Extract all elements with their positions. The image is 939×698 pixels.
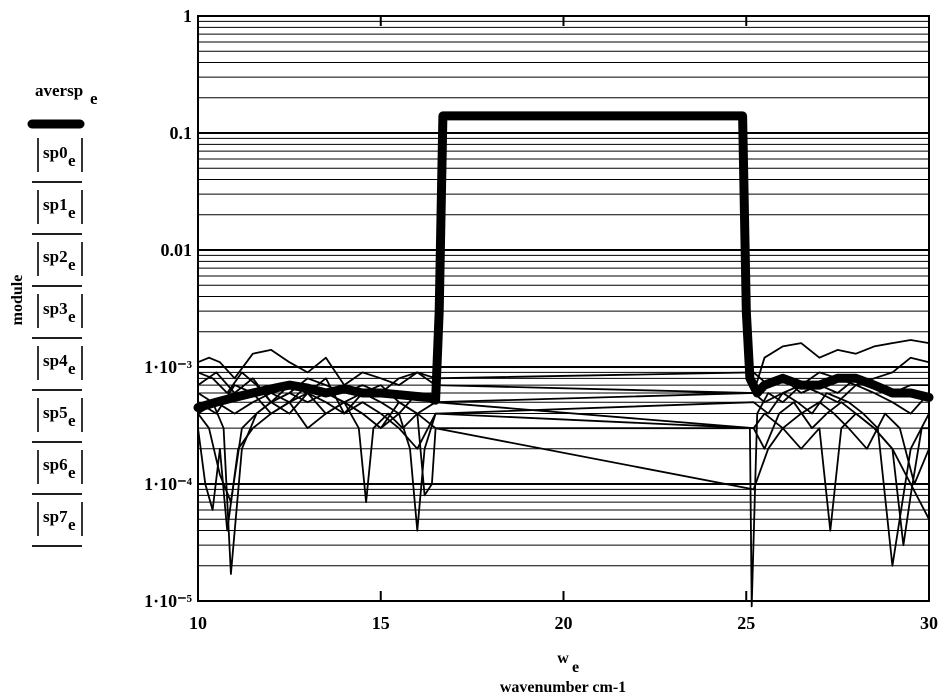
series-line-sp5 [197, 384, 930, 567]
legend-label-sp3: sp3 [43, 299, 68, 318]
legend-label-sp5: sp5 [43, 403, 68, 422]
y-tick-label: 0.1 [170, 123, 193, 143]
legend-label-aversp: aversp [35, 81, 83, 100]
labels: 10 15 20 25 3010.10.011·10⁻³1·10⁻⁴1·10⁻⁵wewa… [9, 6, 938, 696]
legend-label-sub: e [68, 255, 76, 274]
legend-label-sp7: sp7 [43, 507, 68, 526]
series-line-aversp [193, 111, 934, 413]
legend-label-sub: e [68, 411, 76, 430]
y-tick-label: 1 [183, 6, 192, 26]
series-line-sp0 [197, 339, 930, 394]
plot-frame [197, 15, 930, 602]
x-tick-label: 25 [737, 613, 755, 633]
y-tick-label: 1·10⁻⁵ [144, 591, 193, 611]
legend-label-sub: e [68, 515, 76, 534]
x-tick-label: 10 [189, 613, 207, 633]
x-axis-label-secondary: wavenumber cm-1 [500, 679, 626, 696]
x-tick-label: 30 [920, 613, 938, 633]
legend-label-sp2: sp2 [43, 247, 68, 266]
x-tick-label: 20 [555, 613, 573, 633]
x-axis-label: w [557, 650, 569, 667]
series-line-sp2 [197, 392, 930, 521]
legend-label-sp6: sp6 [43, 455, 68, 474]
legend-label-sub: e [68, 151, 76, 170]
y-tick-label: 1·10⁻³ [144, 357, 193, 377]
ticks [197, 16, 930, 601]
legend-label-sub: e [90, 89, 98, 108]
grid [198, 15, 929, 602]
legend-label-sub: e [68, 307, 76, 326]
series-layer [193, 111, 934, 608]
legend-label-sp4: sp4 [43, 351, 68, 370]
series-line-sp4 [197, 392, 930, 575]
legend-label-sp0: sp0 [43, 143, 68, 162]
legend-label-sub: e [68, 203, 76, 222]
x-tick-label: 15 [372, 613, 390, 633]
legend-label-sp1: sp1 [43, 195, 68, 214]
legend-label-sub: e [68, 463, 76, 482]
y-tick-label: 1·10⁻⁴ [144, 474, 193, 494]
y-axis-label: module [9, 275, 26, 326]
y-tick-label: 0.01 [161, 240, 193, 260]
legend-label-sub: e [68, 359, 76, 378]
x-axis-label-sub: e [572, 659, 579, 676]
